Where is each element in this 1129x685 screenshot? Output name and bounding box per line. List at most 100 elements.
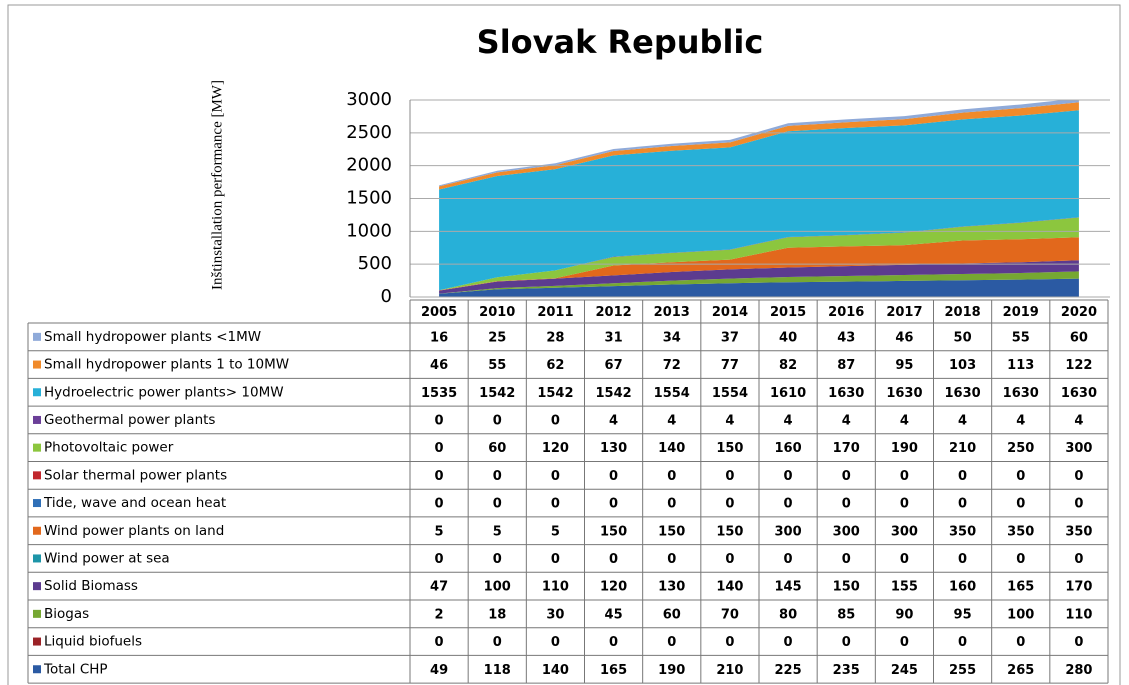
table-value: 150: [600, 524, 627, 539]
table-value: 4: [609, 413, 618, 428]
legend-key: [33, 499, 41, 508]
table-value: 350: [1065, 524, 1092, 539]
table-value: 45: [605, 607, 623, 622]
legend-key: [33, 526, 41, 535]
legend-key: [33, 443, 41, 452]
legend-key: [33, 554, 41, 563]
table-value: 1630: [886, 386, 922, 401]
table-value: 55: [1012, 330, 1030, 345]
table-value: 5: [493, 524, 502, 539]
x-tick-label: 2015: [770, 305, 806, 320]
y-tick-label: 2000: [346, 155, 392, 176]
table-value: 5: [435, 524, 444, 539]
table-value: 235: [833, 663, 860, 678]
table-value: 0: [958, 552, 967, 567]
y-tick-label: 2500: [346, 122, 392, 143]
table-value: 0: [784, 497, 793, 512]
y-axis-label: Inštinstallation performance [MW]: [209, 80, 225, 290]
x-tick-label: 2013: [654, 305, 690, 320]
table-value: 0: [900, 469, 909, 484]
table-value: 0: [493, 635, 502, 650]
table-value: 34: [663, 330, 681, 345]
table-value: 0: [1074, 552, 1083, 567]
legend-label: Total CHP: [43, 661, 108, 677]
table-value: 1542: [537, 386, 573, 401]
legend-key: [33, 471, 41, 480]
table-value: 0: [609, 552, 618, 567]
table-value: 0: [900, 552, 909, 567]
legend-key: [33, 332, 41, 341]
y-tick-label: 3000: [346, 89, 392, 110]
table-value: 4: [958, 413, 967, 428]
table-value: 265: [1007, 663, 1034, 678]
legend-label: Tide, wave and ocean heat: [43, 495, 226, 511]
area: [439, 278, 1079, 297]
frame: [7, 4, 1121, 685]
table-value: 4: [1016, 413, 1025, 428]
table-value: 1554: [654, 386, 690, 401]
table-value: 150: [833, 580, 860, 595]
table-value: 155: [891, 580, 918, 595]
table-value: 0: [725, 552, 734, 567]
table-value: 70: [721, 607, 739, 622]
table-value: 165: [600, 663, 627, 678]
table-value: 30: [546, 607, 564, 622]
table-value: 0: [609, 469, 618, 484]
x-tick-label: 2017: [886, 305, 922, 320]
table-value: 350: [1007, 524, 1034, 539]
x-tick-label: 2005: [421, 305, 457, 320]
table-value: 1630: [944, 386, 980, 401]
table-value: 1542: [479, 386, 515, 401]
legend-key: [33, 637, 41, 646]
table-value: 0: [842, 497, 851, 512]
table-value: 46: [895, 330, 913, 345]
y-tick-label: 0: [381, 286, 392, 307]
table-value: 150: [716, 524, 743, 539]
legend-key: [33, 388, 41, 397]
legend-key: [33, 665, 41, 674]
table-value: 0: [667, 552, 676, 567]
table-value: 0: [551, 469, 560, 484]
legend-key: [33, 415, 41, 424]
table-value: 0: [493, 469, 502, 484]
table-value: 0: [609, 497, 618, 512]
table-value: 1535: [421, 386, 457, 401]
table-value: 16: [430, 330, 448, 345]
table-value: 280: [1065, 663, 1092, 678]
table-value: 0: [1074, 635, 1083, 650]
table-value: 62: [546, 358, 564, 373]
table-value: 0: [493, 552, 502, 567]
table-value: 0: [900, 497, 909, 512]
table-value: 95: [954, 607, 972, 622]
legend-label: Solar thermal power plants: [44, 467, 227, 483]
table-value: 250: [1007, 441, 1034, 456]
table-value: 0: [725, 497, 734, 512]
table-value: 60: [663, 607, 681, 622]
legend-label: Liquid biofuels: [44, 634, 142, 650]
legend-key: [33, 609, 41, 618]
table-value: 37: [721, 330, 739, 345]
table-value: 87: [837, 358, 855, 373]
table-value: 47: [430, 580, 448, 595]
table-value: 49: [430, 663, 448, 678]
table-value: 0: [1016, 497, 1025, 512]
table-value: 1610: [770, 386, 806, 401]
table-value: 1542: [595, 386, 631, 401]
table-value: 120: [600, 580, 627, 595]
table-value: 0: [667, 635, 676, 650]
table-value: 0: [551, 552, 560, 567]
area: [439, 217, 1079, 291]
table-value: 1630: [1061, 386, 1097, 401]
table-value: 0: [435, 552, 444, 567]
table-value: 77: [721, 358, 739, 373]
table-value: 0: [435, 497, 444, 512]
table-value: 67: [605, 358, 623, 373]
table-value: 300: [833, 524, 860, 539]
table-value: 210: [949, 441, 976, 456]
table-value: 0: [842, 552, 851, 567]
x-tick-label: 2012: [595, 305, 631, 320]
table-value: 4: [1074, 413, 1083, 428]
table-value: 4: [900, 413, 909, 428]
x-tick-label: 2019: [1003, 305, 1039, 320]
table-value: 122: [1065, 358, 1092, 373]
